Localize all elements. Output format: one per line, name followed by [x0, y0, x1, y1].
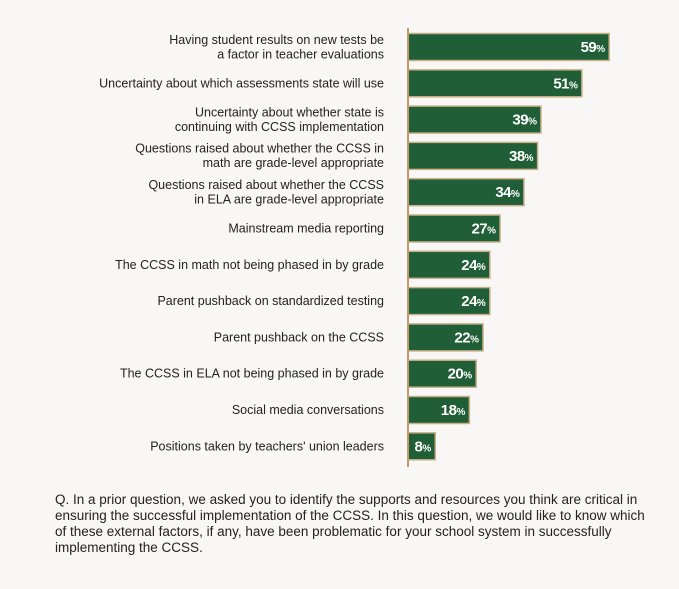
data-label: 24% — [461, 293, 486, 310]
category-label: Parent pushback on standardized testing — [157, 294, 384, 308]
data-label: 20% — [448, 366, 473, 383]
category-label: Questions raised about whether the CCSS — [148, 178, 384, 192]
data-label: 24% — [461, 257, 486, 274]
bar — [407, 395, 471, 425]
bar — [407, 359, 477, 388]
data-label: 8% — [415, 438, 432, 455]
category-label: Parent pushback on the CCSS — [214, 330, 384, 344]
category-label: Positions taken by teachers' union leade… — [150, 439, 384, 453]
survey-question-note: Q. In a prior question, we asked you to … — [55, 492, 645, 555]
data-label: 18% — [441, 402, 466, 419]
bar — [407, 432, 437, 461]
bar — [407, 141, 539, 171]
bar-chart: 59% Having student results on new tests b… — [99, 28, 610, 467]
category-label: continuing with CCSS implementation — [175, 120, 384, 134]
category-label: Uncertainty about whether state is — [195, 105, 384, 119]
category-label: in ELA are grade-level appropriate — [194, 192, 384, 206]
category-label: math are grade-level appropriate — [203, 156, 384, 170]
category-label: Having student results on new tests be — [169, 33, 384, 47]
bar — [407, 105, 542, 134]
bar — [407, 177, 525, 207]
data-label: 59% — [581, 39, 606, 56]
data-label: 39% — [512, 112, 537, 129]
data-label: 51% — [553, 75, 578, 92]
category-label: Uncertainty about which assessments stat… — [99, 76, 384, 90]
category-label: The CCSS in ELA not being phased in by g… — [120, 367, 384, 381]
data-label: 34% — [495, 184, 520, 201]
category-label: Social media conversations — [232, 403, 384, 417]
category-label: Questions raised about whether the CCSS … — [135, 142, 384, 156]
category-label: Mainstream media reporting — [228, 222, 384, 236]
data-label: 38% — [509, 148, 534, 165]
data-label: 27% — [471, 221, 496, 238]
data-label: 22% — [454, 329, 479, 346]
category-label: a factor in teacher evaluations — [217, 47, 384, 61]
bar — [407, 250, 491, 280]
category-label: The CCSS in math not being phased in by … — [115, 258, 384, 272]
bar — [407, 32, 610, 62]
